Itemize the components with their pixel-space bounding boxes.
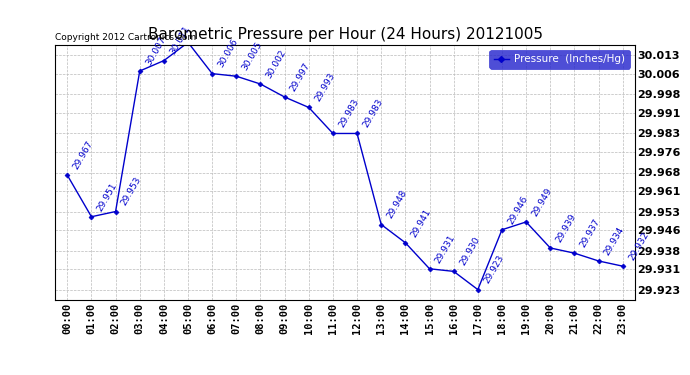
- Text: 29.997: 29.997: [289, 61, 313, 93]
- Text: 30.005: 30.005: [241, 40, 264, 72]
- Text: 29.951: 29.951: [96, 181, 119, 213]
- Text: 29.930: 29.930: [458, 236, 482, 267]
- Text: 30.011: 30.011: [168, 24, 192, 57]
- Text: 29.948: 29.948: [386, 189, 409, 220]
- Text: 30.006: 30.006: [217, 38, 240, 69]
- Legend: Pressure  (Inches/Hg): Pressure (Inches/Hg): [489, 50, 629, 69]
- Text: 29.967: 29.967: [72, 139, 95, 171]
- Text: 29.993: 29.993: [313, 72, 337, 103]
- Title: Barometric Pressure per Hour (24 Hours) 20121005: Barometric Pressure per Hour (24 Hours) …: [148, 27, 542, 42]
- Text: 29.941: 29.941: [410, 207, 433, 238]
- Text: 29.939: 29.939: [555, 212, 578, 244]
- Text: 29.932: 29.932: [627, 230, 651, 262]
- Text: 29.983: 29.983: [337, 98, 361, 129]
- Text: 29.983: 29.983: [362, 98, 385, 129]
- Text: 30.018: 30.018: [0, 374, 1, 375]
- Text: 29.949: 29.949: [531, 186, 554, 218]
- Text: 29.923: 29.923: [482, 254, 506, 285]
- Text: 29.934: 29.934: [603, 225, 627, 257]
- Text: Copyright 2012 Cartronics.com: Copyright 2012 Cartronics.com: [55, 33, 197, 42]
- Text: 30.002: 30.002: [265, 48, 288, 80]
- Text: 29.946: 29.946: [506, 194, 530, 226]
- Text: 30.007: 30.007: [144, 35, 168, 67]
- Text: 29.953: 29.953: [120, 176, 144, 207]
- Text: 29.937: 29.937: [579, 217, 602, 249]
- Text: 29.931: 29.931: [434, 233, 457, 265]
